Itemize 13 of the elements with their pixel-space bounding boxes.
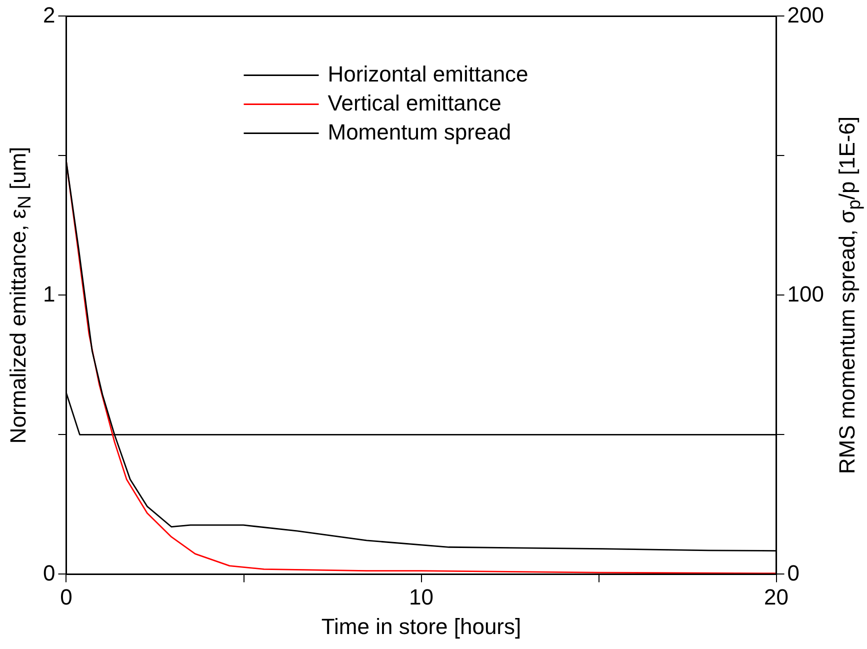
y-tick-label: 2 [42,2,56,28]
x-tick-label: 10 [409,584,434,610]
x-tick-label: 20 [764,584,789,610]
x-axis-title: Time in store [hours] [321,614,522,639]
x-tick-label: 0 [60,584,72,610]
legend-label: Momentum spread [328,119,512,144]
y-tick-label: 1 [42,281,56,306]
legend-label: Horizontal emittance [328,61,528,86]
legend-label: Vertical emittance [328,90,502,116]
y2-tick-label: 100 [787,281,824,306]
y2-tick-label: 0 [787,560,800,586]
y-tick-label: 0 [42,560,56,586]
y2-tick-label: 200 [787,2,824,28]
